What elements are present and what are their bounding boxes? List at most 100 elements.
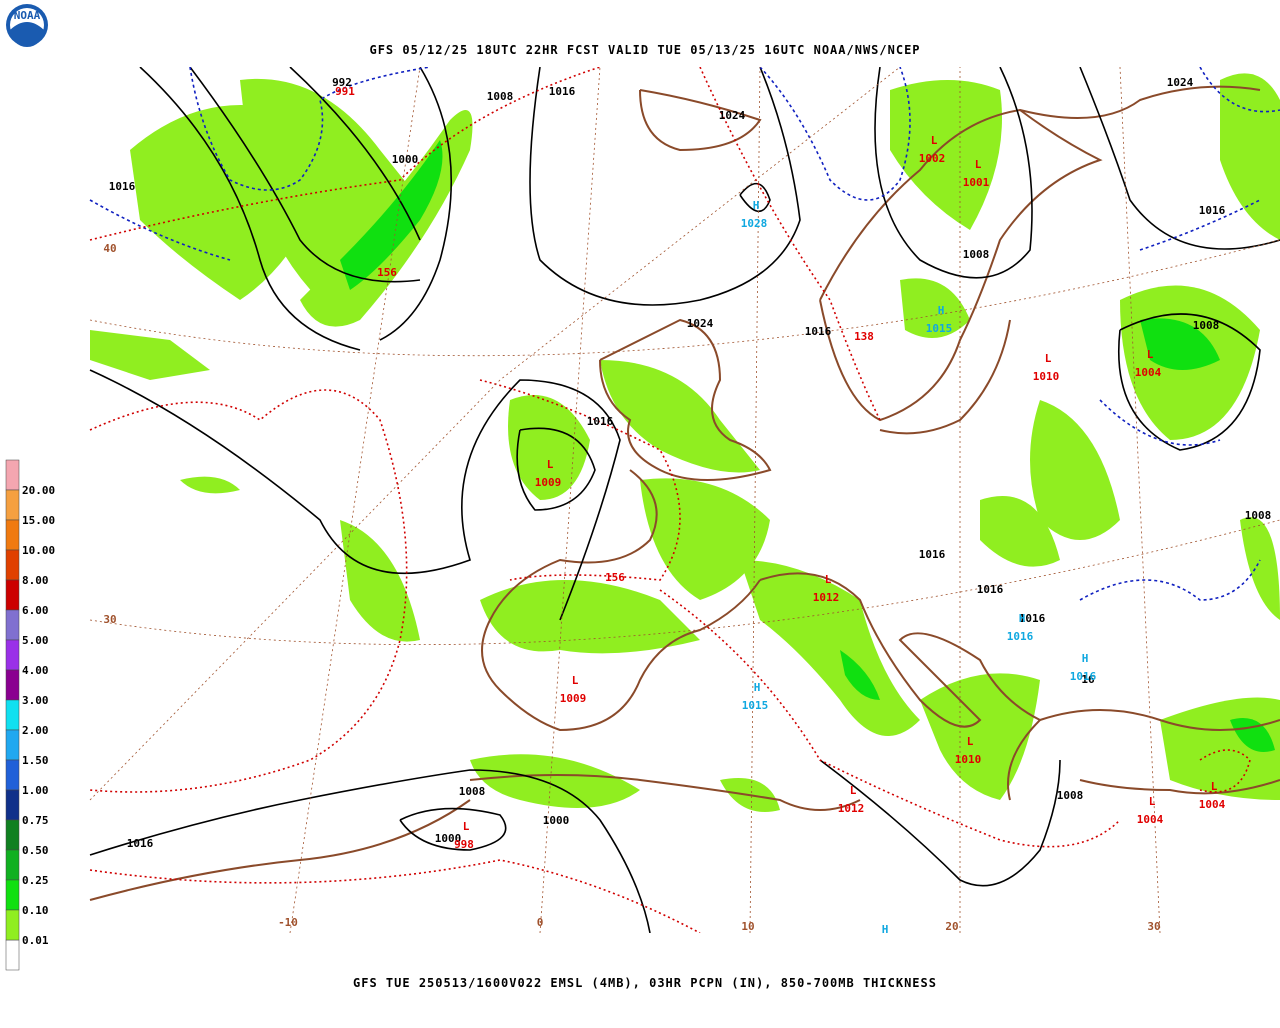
legend-swatch (5, 459, 20, 491)
legend-label: 0.75 (22, 814, 49, 827)
isobar-label: 1024 (719, 109, 746, 122)
isobar-label: 1008 (487, 90, 514, 103)
legend-label: 4.00 (22, 664, 49, 677)
graticule-label: -10 (278, 916, 298, 929)
thickness-label: 991 (335, 85, 355, 98)
legend-label: 1.00 (22, 784, 49, 797)
high-letter: H (753, 199, 760, 212)
legend-swatch (5, 639, 20, 671)
low-value: 1001 (963, 176, 990, 189)
isobar-label: 1016 (1199, 204, 1226, 217)
graticule-label: 10 (741, 920, 754, 933)
legend-label: 0.50 (22, 844, 49, 857)
thickness-warm (89, 67, 1251, 933)
high-letter: H (1019, 612, 1026, 625)
low-letter: L (975, 158, 982, 171)
graticule-label: 0 (537, 916, 544, 929)
coastline (89, 85, 1280, 901)
legend-label: 2.00 (22, 724, 49, 737)
legend-label: 0.01 (22, 934, 49, 947)
legend-swatch (5, 879, 20, 911)
isobar-label: 1008 (1245, 509, 1272, 522)
low-value: 1010 (1033, 370, 1060, 383)
graticule-label: 40 (103, 242, 116, 255)
low-letter: L (1045, 352, 1052, 365)
legend-swatch (5, 849, 20, 881)
low-value: 998 (454, 838, 474, 851)
legend-label: 5.00 (22, 634, 49, 647)
legend-swatch (5, 669, 20, 701)
high-letter: H (938, 304, 945, 317)
low-letter: L (931, 134, 938, 147)
legend-label: 0.25 (22, 874, 49, 887)
isobar-label: 1008 (1057, 789, 1084, 802)
thickness-label: 156 (605, 571, 625, 584)
low-letter: L (463, 820, 470, 833)
legend-label: 20.00 (22, 484, 55, 497)
high-value: 1016 (1007, 630, 1034, 643)
high-value: 1015 (742, 699, 769, 712)
low-letter: L (572, 674, 579, 687)
low-letter: L (1147, 348, 1154, 361)
low-value: 1012 (838, 802, 865, 815)
isobar-label: 1016 (127, 837, 154, 850)
legend-label: 1.50 (22, 754, 49, 767)
legend-swatch (5, 489, 20, 521)
low-letter: L (967, 735, 974, 748)
footer-caption: GFS TUE 250513/1600V022 EMSL (4MB), 03HR… (353, 976, 937, 990)
isobar-label: 1016 (1019, 612, 1046, 625)
legend: 20.00 15.00 10.00 8.00 6.00 5.00 4.00 3.00 2.00 1… (5, 459, 55, 971)
legend-label: 15.00 (22, 514, 55, 527)
legend-swatch (5, 729, 20, 761)
legend-swatch (5, 609, 20, 641)
high-value: 1015 (926, 322, 953, 335)
legend-label: 0.10 (22, 904, 49, 917)
legend-swatch (5, 909, 20, 941)
isobar-label: 1024 (687, 317, 714, 330)
thickness-cold (89, 67, 1280, 601)
legend-swatch (5, 579, 20, 611)
low-value: 1004 (1199, 798, 1226, 811)
legend-label: 10.00 (22, 544, 55, 557)
isobar-label: 1000 (392, 153, 419, 166)
isobar-label: 1008 (963, 248, 990, 261)
low-letter: L (1149, 795, 1156, 808)
high-value: 1016 (1070, 670, 1097, 683)
title: GFS 05/12/25 18UTC 22HR FCST VALID TUE 0… (369, 43, 920, 57)
isobar-lines (89, 67, 1280, 933)
isobar-label: 1016 (587, 415, 614, 428)
graticule (89, 67, 1280, 933)
graticule-label: 30 (103, 613, 116, 626)
high-letter: H (1082, 652, 1089, 665)
isobar-label: 1024 (1167, 76, 1194, 89)
graticule-label: 20 (945, 920, 958, 933)
low-value: 1010 (955, 753, 982, 766)
legend-label: 6.00 (22, 604, 49, 617)
isobar-label: 1016 (549, 85, 576, 98)
thickness-label: 156 (377, 266, 397, 279)
low-value: 1004 (1135, 366, 1162, 379)
legend-swatch (5, 549, 20, 581)
legend-swatch (5, 789, 20, 821)
isobar-label: 1016 (977, 583, 1004, 596)
low-letter: L (850, 784, 857, 797)
legend-label: 3.00 (22, 694, 49, 707)
legend-swatch (5, 519, 20, 551)
isobar-label: 1016 (919, 548, 946, 561)
isobar-label: 16 (1081, 673, 1095, 686)
isobar-label: 1000 (435, 832, 462, 845)
isobar-label: 1008 (459, 785, 486, 798)
low-value: 1004 (1137, 813, 1164, 826)
precip-heavy (340, 140, 1275, 752)
low-value: 1012 (813, 591, 840, 604)
noaa-logo: NOAA (6, 4, 48, 47)
low-value: 1002 (919, 152, 946, 165)
low-value: 1009 (560, 692, 587, 705)
isobar-label: 1016 (805, 325, 832, 338)
map-area (89, 67, 1280, 933)
high-letter: H (754, 681, 761, 694)
legend-swatch (5, 759, 20, 791)
legend-label: 8.00 (22, 574, 49, 587)
isobar-label: 1008 (1193, 319, 1220, 332)
